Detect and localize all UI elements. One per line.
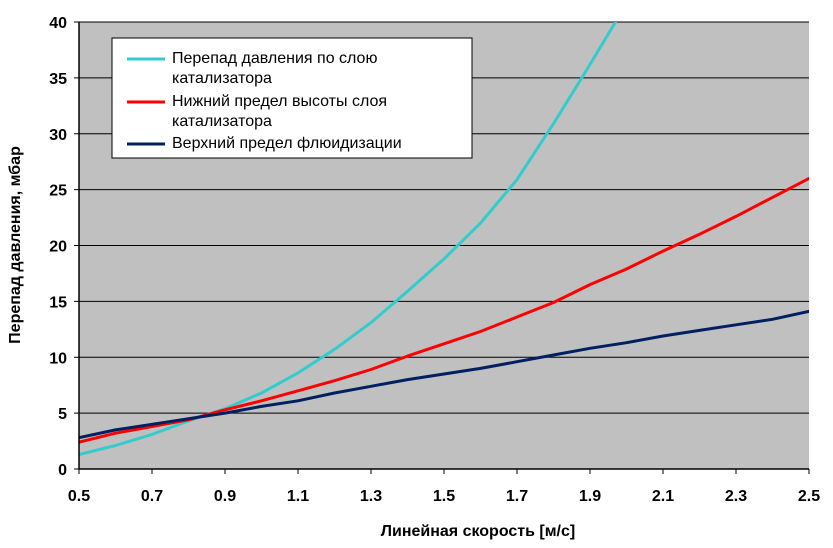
y-tick-label: 25 [49,183,67,200]
series-line-3 [79,309,809,440]
y-tick-label: 20 [49,239,67,256]
tick-labels: 0 5 10 15 20 25 30 35 40 0.5 0.7 0.9 1.1 1.3 1.5 1.7 1.9… [49,15,820,505]
series-line-1 [79,22,617,456]
x-tick-label: 0.7 [141,488,163,505]
x-tick-label: 2.5 [798,488,820,505]
y-tick-label: 10 [49,350,67,367]
x-tick-label: 2.1 [652,488,674,505]
x-tick-label: 1.1 [287,488,309,505]
x-tick-label: 1.5 [433,488,455,505]
x-axis-label: Линейная скорость [м/с] [381,523,575,540]
y-tick-label: 35 [49,71,67,88]
x-tick-label: 2.3 [725,488,747,505]
legend-label-2: Нижний предел высоты слоя катализатора [172,93,387,130]
legend-label-1: Перепад давления по слою катализатора [172,50,377,87]
axes [74,21,810,474]
y-tick-label: 15 [49,294,67,311]
y-axis-label: Перепад давления, мбар [7,146,24,344]
y-tick-label: 0 [58,462,67,479]
x-tick-label: 1.7 [506,488,528,505]
legend: Перепад давления по слою катализатора Нижн… [111,37,473,159]
y-tick-label: 5 [58,406,67,423]
legend-label-3: Верхний предел флюидизации [172,135,402,152]
x-tick-label: 0.5 [68,488,90,505]
legend-box [111,37,473,159]
y-tick-label: 40 [49,15,67,32]
y-tick-label: 30 [49,127,67,144]
x-tick-label: 0.9 [214,488,236,505]
x-tick-label: 1.3 [360,488,382,505]
x-tick-label: 1.9 [579,488,601,505]
series-lines [79,22,809,456]
